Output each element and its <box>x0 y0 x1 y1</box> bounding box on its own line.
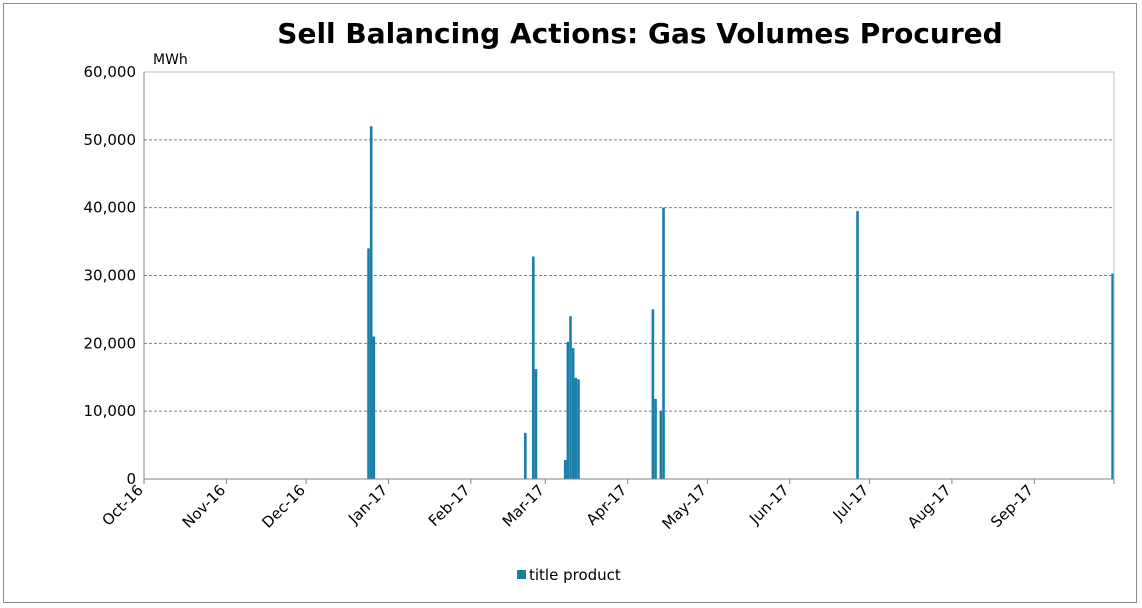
y-axis-unit-label: MWh <box>153 52 188 68</box>
y-tick-label: 60,000 <box>84 63 137 81</box>
bar <box>566 341 570 479</box>
x-tick-label: Jun-17 <box>745 481 792 528</box>
x-tick-label: Apr-17 <box>583 481 631 529</box>
x-tick-label: Jan-17 <box>344 481 391 528</box>
bar <box>577 379 580 479</box>
y-tick-labels: 0 10,000 20,000 30,000 40,000 50,000 60,000 <box>84 63 137 488</box>
bar <box>367 248 370 479</box>
axes <box>143 71 1115 484</box>
y-tick-label: 30,000 <box>84 267 137 285</box>
bar <box>534 369 538 479</box>
x-tick-label: May-17 <box>658 481 710 533</box>
bar <box>369 126 373 480</box>
bar <box>659 411 663 479</box>
bar <box>372 336 376 479</box>
chart-frame <box>3 3 1137 603</box>
bar <box>662 207 665 479</box>
x-tick-label: Oct-16 <box>98 481 146 529</box>
bar <box>563 460 567 479</box>
x-tick-label: Aug-17 <box>904 481 955 532</box>
y-tick-label: 50,000 <box>84 131 137 149</box>
x-tick-label: Sep-17 <box>987 481 1037 531</box>
bar <box>569 316 572 479</box>
y-tick-label: 40,000 <box>84 199 137 217</box>
bar <box>1111 273 1114 479</box>
bar <box>856 211 859 479</box>
y-tick-label: 20,000 <box>84 334 137 352</box>
chart-title: Sell Balancing Actions: Gas Volumes Proc… <box>277 17 1002 50</box>
legend: title product <box>517 566 621 584</box>
x-tick-label: Dec-16 <box>258 481 309 532</box>
y-tick-label: 0 <box>126 470 136 488</box>
gridlines <box>144 71 1114 412</box>
x-tick-label: Feb-17 <box>425 481 474 530</box>
x-tick-label: Mar-17 <box>499 481 548 530</box>
x-tick-label: Jul-17 <box>829 481 873 525</box>
bar <box>574 377 578 479</box>
bars <box>367 126 1114 480</box>
bar <box>571 348 575 479</box>
y-tick-label: 10,000 <box>84 402 137 420</box>
bar <box>651 309 655 479</box>
legend-label: title product <box>529 566 621 584</box>
x-tick-label: Nov-16 <box>179 481 229 531</box>
x-tick-labels: Oct-16 Nov-16 Dec-16 Jan-17 Feb-17 Mar-17 Apr-… <box>98 481 1037 533</box>
bar <box>524 432 527 479</box>
bar <box>654 398 657 479</box>
legend-swatch <box>517 570 526 579</box>
bar <box>532 256 535 479</box>
